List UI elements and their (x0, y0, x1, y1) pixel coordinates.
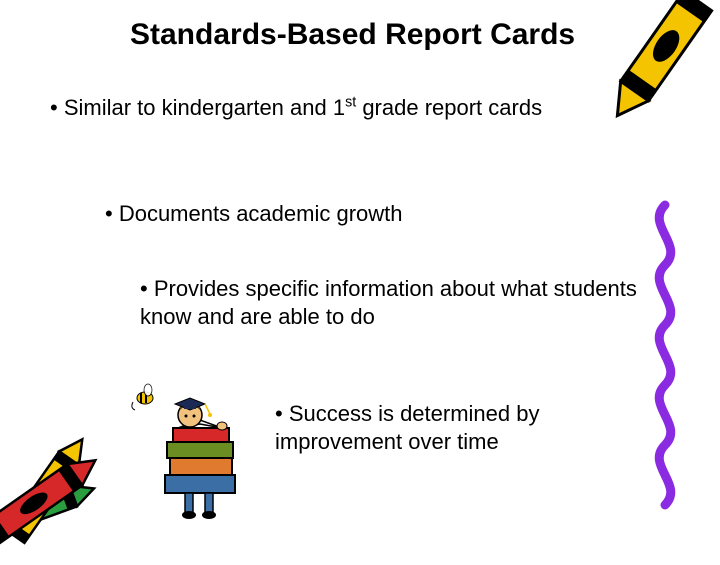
bullet-4: • Success is determined by improvement o… (275, 400, 655, 455)
bullet-1-post: grade report cards (356, 95, 542, 120)
student-books-icon (130, 380, 260, 520)
crayons-bottom-left-icon (0, 435, 140, 565)
slide-title: Standards-Based Report Cards (130, 18, 575, 53)
bullet-1-pre: • Similar to kindergarten and 1 (50, 95, 345, 120)
bee-icon (132, 384, 153, 410)
bullet-1-sup: st (345, 95, 356, 111)
crayon-top-right-icon (595, 0, 720, 140)
bullet-3: • Provides specific information about wh… (140, 275, 640, 330)
squiggle-icon (640, 200, 690, 520)
bullet-1: • Similar to kindergarten and 1st grade … (50, 94, 550, 122)
bullet-2: • Documents academic growth (105, 200, 585, 228)
slide: Standards-Based Report Cards • Similar t… (0, 0, 720, 540)
